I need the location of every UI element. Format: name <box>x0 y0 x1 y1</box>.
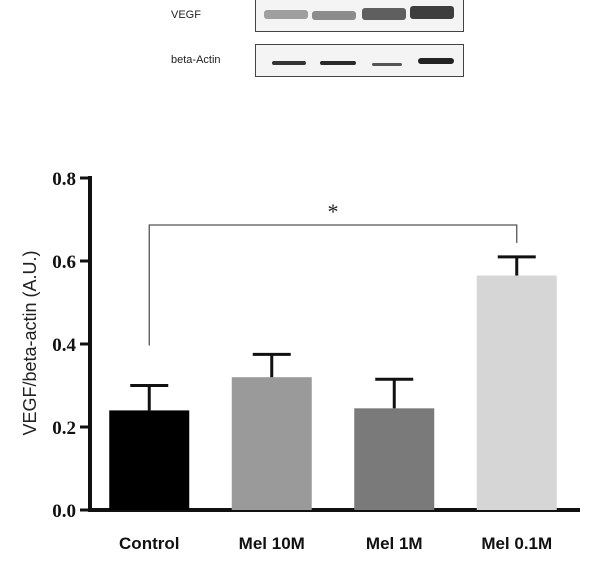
category-label-0: Control <box>119 534 179 553</box>
vegf-band-4 <box>410 6 454 19</box>
bar-1 <box>231 377 312 510</box>
blot-label-beta-actin: beta-Actin <box>171 54 221 66</box>
category-label-3: Mel 0.1M <box>481 534 552 553</box>
y-tick-label-0: 0.0 <box>52 501 76 522</box>
category-label-1: Mel 10M <box>239 534 305 553</box>
y-axis-title: VEGF/beta-actin (A.U.) <box>20 250 40 435</box>
blot-strip-vegf <box>255 0 464 32</box>
labels: Control Mel 10M Mel 1M Mel 0.1M <box>119 534 552 553</box>
vegf-band-3 <box>362 8 406 20</box>
actin-band-2 <box>320 61 356 65</box>
vegf-band-2 <box>312 11 356 20</box>
actin-band-1 <box>272 61 306 65</box>
vegf-band-1 <box>264 10 308 19</box>
actin-band-3 <box>372 63 402 66</box>
y-tick-label-1: 0.2 <box>52 418 76 439</box>
significance-annotation: * <box>148 199 518 346</box>
y-tick-label-4: 0.8 <box>52 169 76 190</box>
blot-strip-beta-actin <box>255 44 464 77</box>
actin-band-4 <box>418 58 454 64</box>
bar-0 <box>109 410 190 510</box>
y-tick-label-2: 0.4 <box>52 335 76 356</box>
bar-3 <box>476 275 557 510</box>
bar-2 <box>354 408 435 510</box>
significance-star: * <box>328 199 339 224</box>
significance-bracket <box>148 224 518 346</box>
blot-label-vegf: VEGF <box>171 9 201 21</box>
category-label-2: Mel 1M <box>366 534 423 553</box>
bars <box>109 255 557 510</box>
y-tick-label-3: 0.6 <box>52 252 76 273</box>
